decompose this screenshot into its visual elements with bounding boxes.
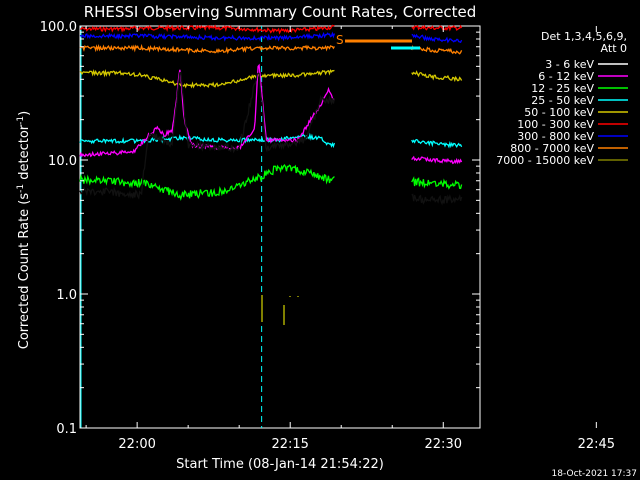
- chart-title: RHESSI Observing Summary Count Rates, Co…: [84, 3, 477, 21]
- y-tick-label: 10.0: [48, 154, 77, 169]
- y-label-sup2: -1: [16, 116, 26, 125]
- series-trace: [79, 43, 335, 55]
- plot-frame: [79, 25, 481, 429]
- x-tick-label: 22:00: [118, 437, 155, 452]
- y-tick-label: 0.1: [56, 422, 77, 437]
- series-trace: [411, 33, 463, 44]
- legend-label: 800 - 7000 keV: [510, 142, 594, 155]
- y-tick-label: 100.0: [40, 20, 77, 35]
- series-trace: [79, 164, 335, 202]
- flags: S: [336, 33, 344, 47]
- x-tick-label: 22:30: [425, 437, 462, 452]
- y-label-end: ): [17, 111, 32, 116]
- series-trace: [79, 31, 336, 42]
- series-trace: [411, 24, 463, 32]
- series-trace: [79, 68, 335, 89]
- x-tick-label: 22:45: [578, 437, 615, 452]
- x-axis-label: Start Time (08-Jan-14 21:54:22): [176, 457, 384, 472]
- legend-label: 25 - 50 keV: [531, 94, 594, 107]
- series-trace: [411, 138, 463, 149]
- legend-label: 100 - 300 keV: [517, 118, 594, 131]
- legend-label: 3 - 6 keV: [545, 58, 594, 71]
- legend-label: 6 - 12 keV: [538, 70, 594, 83]
- legend-title-1: Det 1,3,4,5,6,9,: [541, 30, 627, 43]
- x-tick-label: 22:15: [271, 437, 308, 452]
- series-traces: [79, 24, 463, 325]
- vertical-markers: [80, 26, 263, 428]
- flag-label: S: [336, 33, 344, 47]
- y-label-main: Corrected Count Rate (s: [17, 193, 32, 350]
- legend-label: 50 - 100 keV: [524, 106, 594, 119]
- legend-label: 7000 - 15000 keV: [496, 154, 594, 167]
- timestamp: 18-Oct-2021 17:37: [552, 469, 637, 479]
- y-label-mid: detector: [17, 124, 32, 184]
- y-tick-label: 1.0: [56, 288, 77, 303]
- series-trace: [79, 132, 336, 149]
- y-label-sup: -1: [16, 184, 26, 193]
- axis-ticks: 22:0022:1522:3022:4523:0023:1523:30100.0…: [40, 20, 615, 452]
- series-trace: [79, 71, 336, 200]
- series-trace: [411, 176, 463, 190]
- series-trace: [411, 70, 463, 83]
- plot-area: S: [79, 24, 481, 429]
- series-trace: [79, 24, 335, 35]
- legend-title-2: Att 0: [601, 42, 627, 55]
- series-trace: [411, 155, 463, 165]
- y-axis-label: Corrected Count Rate (s-1 detector-1): [16, 111, 32, 349]
- legend-label: 300 - 800 keV: [517, 130, 594, 143]
- series-trace: [411, 193, 463, 206]
- legend-label: 12 - 25 keV: [531, 82, 594, 95]
